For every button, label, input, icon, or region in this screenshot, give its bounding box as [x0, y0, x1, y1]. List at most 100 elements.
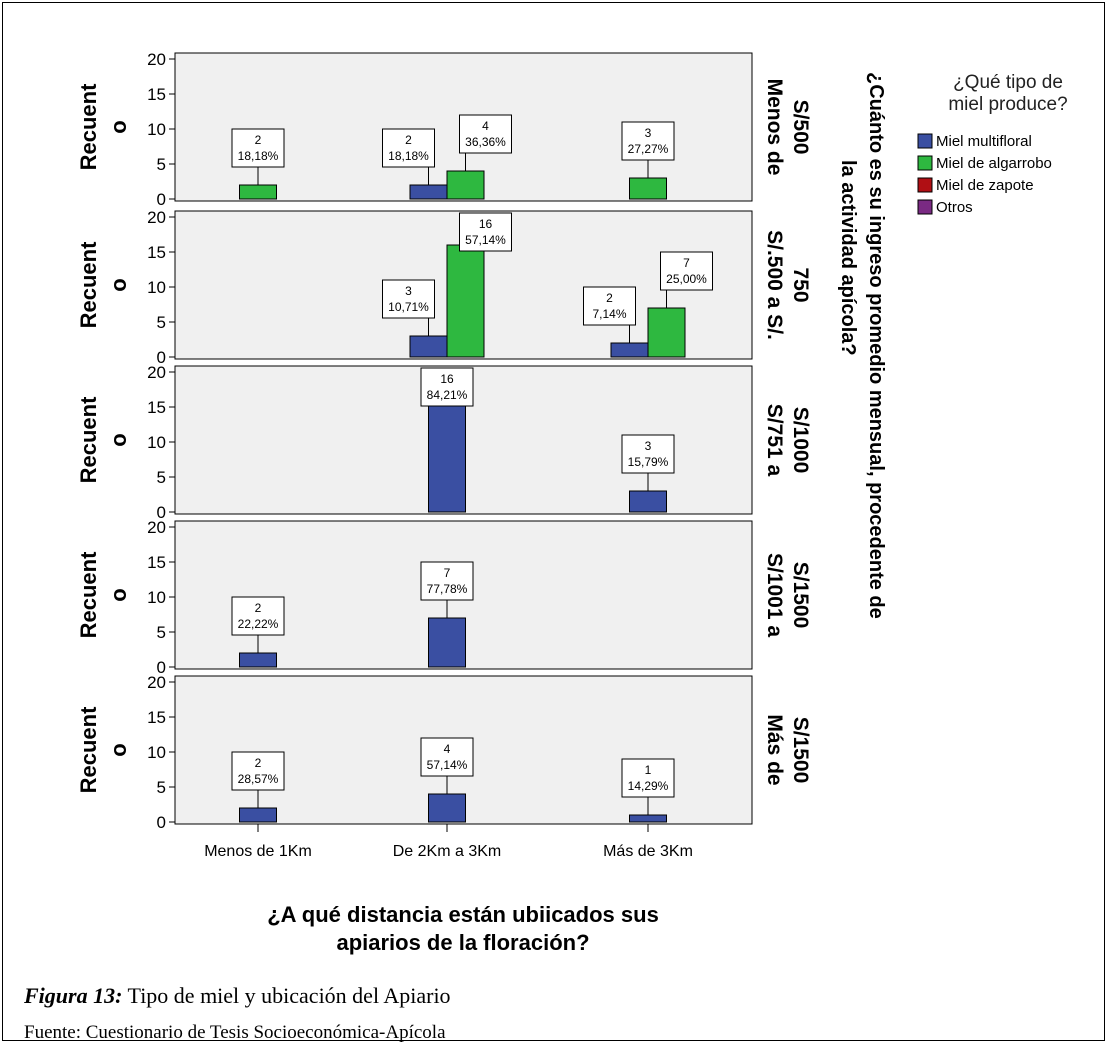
y-tick-label: 20 [147, 673, 166, 692]
y-axis-label: Recuent o [76, 241, 131, 328]
y-axis-label-line: Recuent [76, 551, 101, 638]
data-label-percent: 77,78% [427, 582, 468, 596]
bar [239, 807, 277, 823]
y-axis-label-line: Recuent [76, 241, 101, 328]
bar [629, 814, 667, 823]
y-axis-label-line: o [106, 588, 131, 601]
y-axis-label: Recuent o [76, 396, 131, 483]
bar [446, 244, 485, 358]
x-tick-label: Más de 3Km [603, 843, 693, 860]
data-label-count: 4 [482, 119, 489, 133]
data-label-box [583, 286, 636, 326]
data-label-box [459, 212, 512, 252]
panel-label-line: S/1500 [789, 562, 812, 629]
y-tick-label: 20 [147, 208, 166, 227]
data-label-box [420, 561, 474, 601]
y-axis-label: Recuent o [76, 706, 131, 793]
panel-3: 0 5 10 15 20 Recuent o S/751 a S/1000 16 84,21% 3 15… [76, 363, 812, 522]
x-axis-title-line: ¿A qué distancia están ubiicados sus [267, 902, 659, 927]
data-label-box [382, 279, 435, 319]
y-tick-label: 0 [157, 348, 166, 367]
y-axis-label: Recuent o [76, 83, 131, 170]
panel-label-line: 750 [789, 267, 812, 302]
data-label-percent: 18,18% [238, 149, 279, 163]
bar [629, 490, 667, 513]
data-label-box [231, 751, 285, 791]
y-tick-label: 5 [157, 155, 166, 174]
data-label-box [459, 114, 512, 154]
y-tick-label: 15 [147, 553, 166, 572]
panel-label-line: Menos de [763, 79, 786, 176]
panel-4: 0 5 10 15 20 Recuent o S/1001 a S/1500 2 22,22% 7 77… [76, 518, 812, 677]
bar [647, 307, 686, 358]
data-label-box [660, 251, 713, 291]
y-tick-label: 5 [157, 778, 166, 797]
data-label-count: 3 [645, 439, 652, 453]
data-label-count: 1 [645, 763, 652, 777]
panel-group-title: ¿Cuánto es su ingreso promedio mensual, … [837, 72, 887, 619]
panel-label: S/751 a S/1000 [763, 404, 812, 477]
bar [409, 184, 448, 200]
y-axis-label-line: o [106, 120, 131, 133]
panel-label-line: S/751 a [763, 404, 786, 477]
bar [428, 399, 466, 513]
data-label-box [621, 434, 675, 474]
y-tick-label: 15 [147, 708, 166, 727]
y-axis-label-line: Recuent [76, 706, 101, 793]
data-label-box [382, 128, 435, 168]
panel-label: S/1001 a S/1500 [763, 553, 812, 637]
bar [239, 652, 277, 668]
data-label-percent: 7,14% [592, 307, 626, 321]
x-tick-label: Menos de 1Km [204, 843, 312, 860]
data-label-percent: 25,00% [666, 272, 707, 286]
panel-label: S/.500 a S/. 750 [763, 230, 812, 340]
y-axis-label-line: Recuent [76, 396, 101, 483]
y-tick-label: 5 [157, 623, 166, 642]
data-label-percent: 18,18% [388, 149, 429, 163]
data-label-count: 2 [405, 133, 412, 147]
figure-caption-label: Figura 13: [24, 983, 123, 1008]
data-label-box [231, 128, 285, 168]
legend-entry-label: Miel de zapote [936, 177, 1034, 194]
data-label-count: 16 [479, 217, 493, 231]
panel-5: 0 5 10 15 20 Recuent o Más de S/1500 2 28,57% 4 57,1… [76, 673, 812, 832]
y-axis-label-line: o [106, 433, 131, 446]
bar [629, 177, 667, 200]
data-label-percent: 14,29% [628, 779, 669, 793]
data-label-percent: 27,27% [628, 142, 669, 156]
data-label-percent: 15,79% [628, 455, 669, 469]
y-tick-label: 0 [157, 813, 166, 832]
data-label-box [420, 737, 474, 777]
figure-caption: Figura 13: Tipo de miel y ubicación del … [24, 983, 451, 1009]
y-axis-label-line: o [106, 743, 131, 756]
bar [428, 617, 466, 668]
data-label-count: 2 [606, 291, 613, 305]
data-label-box [420, 367, 474, 407]
panel-label-line: S/1000 [789, 407, 812, 474]
y-tick-label: 0 [157, 190, 166, 209]
bar [428, 793, 466, 823]
data-label-percent: 28,57% [238, 772, 279, 786]
data-label-count: 2 [255, 133, 262, 147]
y-tick-label: 15 [147, 243, 166, 262]
bar [239, 184, 277, 200]
y-tick-label: 10 [147, 588, 166, 607]
y-axis-label: Recuent o [76, 551, 131, 638]
panel-label: Menos de S/500 [763, 79, 812, 176]
y-tick-label: 10 [147, 743, 166, 762]
data-label-box [231, 596, 285, 636]
panel-2: 0 5 10 15 20 Recuent o S/.500 a S/. 750 3 10,71% 16… [76, 208, 812, 367]
legend-entry-label: Miel multifloral [936, 133, 1032, 150]
data-label-count: 4 [444, 742, 451, 756]
figure-source: Fuente: Cuestionario de Tesis Socioeconó… [24, 1022, 446, 1043]
y-tick-label: 10 [147, 433, 166, 452]
legend-swatch [917, 177, 933, 193]
data-label-percent: 36,36% [465, 135, 506, 149]
data-label-count: 7 [683, 256, 690, 270]
legend-swatch [917, 199, 933, 215]
data-label-percent: 10,71% [388, 300, 429, 314]
panel-label: Más de S/1500 [763, 714, 812, 785]
y-axis-label-line: o [106, 278, 131, 291]
